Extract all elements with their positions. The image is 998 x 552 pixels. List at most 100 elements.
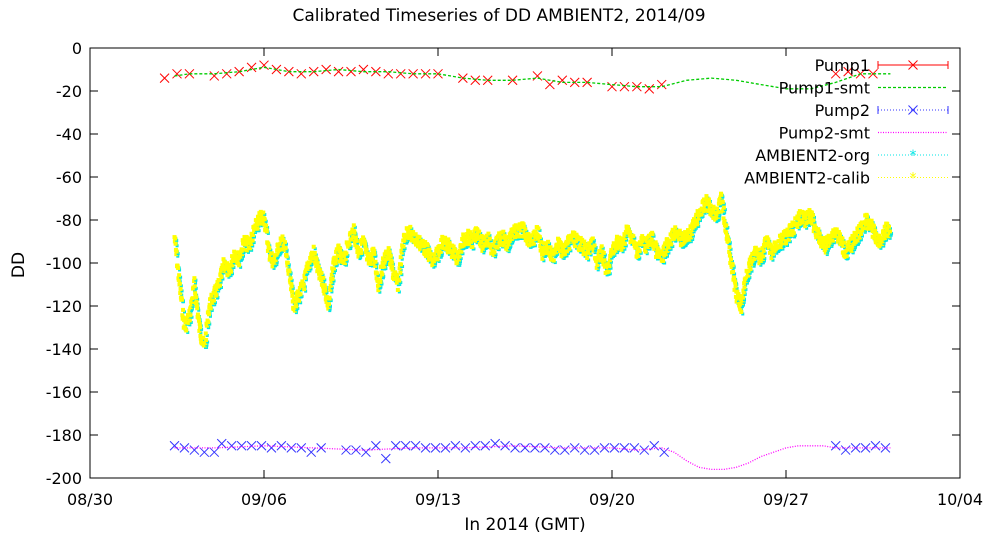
data-point xyxy=(448,247,453,252)
data-point xyxy=(427,247,432,252)
data-point xyxy=(390,264,395,269)
data-point xyxy=(739,309,744,314)
data-point xyxy=(296,68,307,79)
data-point xyxy=(470,244,475,249)
data-point xyxy=(292,296,297,301)
data-point xyxy=(176,277,181,282)
data-point xyxy=(302,287,307,292)
data-point xyxy=(727,253,732,258)
data-point xyxy=(869,218,874,223)
data-point xyxy=(294,304,299,309)
data-point xyxy=(381,257,386,262)
series-pump1 xyxy=(159,60,878,94)
data-point xyxy=(240,238,245,243)
data-point xyxy=(797,222,802,227)
data-point xyxy=(689,232,694,237)
data-point xyxy=(281,237,286,242)
data-point xyxy=(509,236,514,241)
data-point xyxy=(687,237,692,242)
data-point xyxy=(461,232,466,237)
data-point xyxy=(635,250,640,255)
data-point xyxy=(204,338,209,343)
data-point xyxy=(544,244,549,249)
data-point xyxy=(750,262,755,267)
data-point xyxy=(648,242,653,247)
data-point xyxy=(371,440,381,451)
data-point xyxy=(351,235,356,240)
legend-label: AMBIENT2-calib xyxy=(744,169,870,188)
data-point xyxy=(422,248,427,253)
data-point xyxy=(390,267,395,272)
data-point xyxy=(743,279,748,284)
data-point xyxy=(438,249,443,254)
data-point xyxy=(755,249,760,254)
data-point xyxy=(564,249,569,254)
data-point xyxy=(349,237,354,242)
data-point xyxy=(853,231,858,236)
data-point xyxy=(646,245,651,250)
data-point xyxy=(343,257,348,262)
data-point xyxy=(316,443,327,453)
data-point xyxy=(840,240,845,245)
data-point xyxy=(273,260,278,265)
data-point xyxy=(190,296,195,301)
x-tick-label: 09/13 xyxy=(415,490,461,509)
data-point xyxy=(607,81,617,92)
data-point xyxy=(531,241,536,246)
data-point xyxy=(198,336,203,341)
data-point xyxy=(851,235,856,240)
data-point xyxy=(759,252,764,257)
data-point-org xyxy=(825,253,829,257)
data-point xyxy=(830,440,841,451)
data-point xyxy=(378,277,383,282)
data-point xyxy=(738,307,743,312)
data-point xyxy=(264,229,269,234)
y-tick-label: -180 xyxy=(46,426,82,445)
data-point xyxy=(849,248,854,253)
data-point xyxy=(582,239,587,244)
data-point xyxy=(877,244,882,249)
data-point xyxy=(855,238,860,243)
data-point xyxy=(273,258,278,263)
data-point xyxy=(314,256,319,261)
data-point xyxy=(727,249,732,254)
data-point xyxy=(538,243,543,248)
data-point xyxy=(592,243,597,248)
data-point xyxy=(760,246,765,251)
data-point xyxy=(250,238,255,243)
data-point xyxy=(178,291,183,296)
data-point xyxy=(595,262,600,267)
data-point xyxy=(386,246,391,251)
data-point xyxy=(663,252,668,257)
data-point xyxy=(283,246,288,251)
data-point xyxy=(318,275,323,280)
data-point xyxy=(312,251,317,256)
data-point xyxy=(198,325,203,330)
series-pump2 xyxy=(169,438,891,464)
data-point xyxy=(766,237,771,242)
data-point xyxy=(652,246,657,251)
data-point xyxy=(507,242,512,247)
y-tick-label: -40 xyxy=(56,125,82,144)
data-point xyxy=(640,242,645,247)
data-point xyxy=(886,234,891,239)
data-point xyxy=(718,195,723,200)
data-point xyxy=(708,203,713,208)
data-point xyxy=(379,264,384,269)
data-point xyxy=(868,68,878,79)
data-point xyxy=(181,307,186,312)
data-point xyxy=(388,254,393,259)
y-tick-label: -60 xyxy=(56,168,82,187)
data-point xyxy=(601,250,606,255)
data-point xyxy=(747,261,752,266)
data-point xyxy=(830,68,841,79)
data-point xyxy=(571,233,576,238)
data-point xyxy=(489,251,494,256)
data-point xyxy=(795,224,800,229)
data-point xyxy=(237,263,242,268)
data-point xyxy=(602,258,607,263)
data-point xyxy=(178,286,183,291)
data-point xyxy=(742,285,747,290)
data-point xyxy=(761,254,766,259)
data-point xyxy=(372,251,377,256)
